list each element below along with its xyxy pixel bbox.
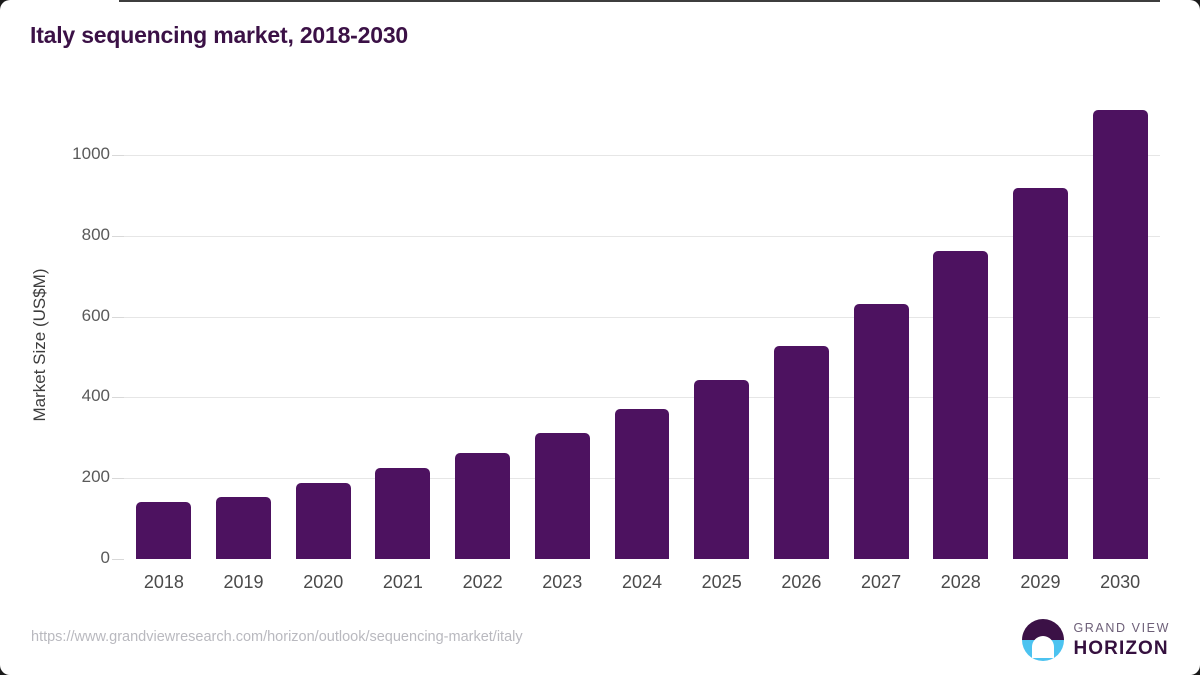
y-tick-mark (112, 559, 124, 560)
logo-text-grand-view: GRAND VIEW (1073, 621, 1170, 636)
bar-2020[interactable] (295, 483, 351, 559)
bar-2025[interactable] (694, 380, 750, 559)
y-tick-label: 200 (81, 467, 110, 487)
y-tick-label: 400 (81, 386, 110, 406)
bar-2030[interactable] (1092, 110, 1148, 559)
x-tick-label-2020: 2020 (303, 572, 344, 592)
source-url: https://www.grandviewresearch.com/horizo… (31, 629, 523, 645)
y-tick-label: 1000 (72, 143, 110, 163)
x-tick-label-2022: 2022 (462, 572, 503, 592)
horizon-sun-icon (1022, 619, 1065, 661)
x-tick-label-2023: 2023 (542, 572, 583, 592)
bar-2021[interactable] (375, 467, 431, 559)
y-tick-mark (112, 316, 124, 318)
x-tick-label-2026: 2026 (781, 572, 822, 592)
bar-2022[interactable] (455, 453, 511, 559)
gridline (124, 154, 1160, 156)
y-tick-label: 600 (81, 305, 110, 325)
bar-2018[interactable] (136, 502, 192, 559)
x-tick-label-2030: 2030 (1100, 572, 1141, 592)
y-tick-mark (112, 478, 124, 480)
bar-2027[interactable] (853, 303, 909, 559)
logo-line-upper (1034, 646, 1052, 648)
y-tick-label: 0 (100, 548, 110, 567)
page-title: Italy sequencing market, 2018-2030 (30, 22, 409, 48)
bar-2023[interactable] (534, 433, 590, 559)
x-tick-label-2028: 2028 (940, 572, 981, 592)
logo-wordmark: GRAND VIEW HORIZON (1073, 622, 1170, 658)
y-axis-title: Market Size (US$M) (30, 268, 49, 422)
x-tick-label-2021: 2021 (382, 572, 423, 592)
logo-line-lower (1037, 651, 1049, 653)
x-tick-label-2027: 2027 (861, 572, 902, 592)
y-tick-mark (112, 235, 124, 237)
x-tick-label-2024: 2024 (621, 572, 663, 592)
bar-2026[interactable] (773, 345, 829, 559)
bar-2028[interactable] (933, 251, 989, 559)
bar-2019[interactable] (216, 497, 272, 559)
gridline (124, 316, 1160, 318)
y-tick-label: 800 (81, 224, 110, 244)
x-tick-label-2018: 2018 (143, 572, 184, 592)
bar-2024[interactable] (614, 409, 670, 559)
gridline (124, 397, 1160, 399)
gridline (124, 235, 1160, 237)
x-tick-label-2025: 2025 (701, 572, 742, 592)
logo-text-horizon: HORIZON (1073, 637, 1169, 659)
x-tick-label-2029: 2029 (1020, 572, 1061, 592)
brand-logo: GRAND VIEW HORIZON (1022, 618, 1170, 662)
x-tick-label-2019: 2019 (223, 572, 264, 592)
y-tick-mark (112, 397, 124, 399)
x-axis-line (119, 0, 1160, 2)
y-tick-mark (112, 154, 124, 156)
bar-2029[interactable] (1012, 187, 1068, 559)
